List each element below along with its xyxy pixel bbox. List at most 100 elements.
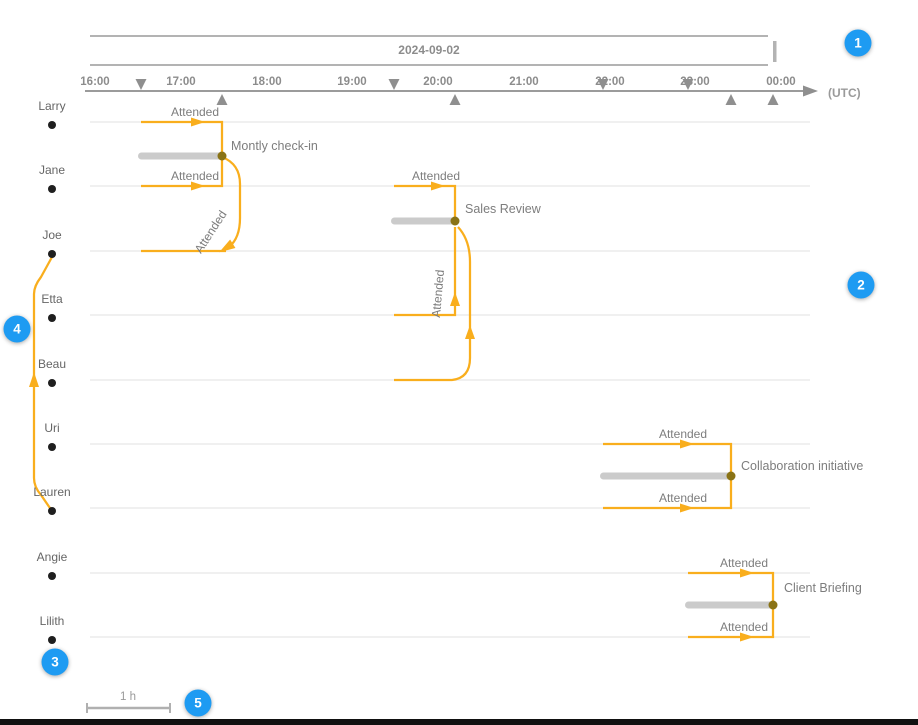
badge-number: 1 — [854, 36, 862, 51]
edge-arrow-right-icon — [191, 181, 205, 191]
event-sales-review: Attended Attended Sales Review — [391, 169, 542, 382]
event-node[interactable] — [768, 600, 778, 610]
attended-label: Attended — [412, 169, 460, 183]
badge-circle — [41, 648, 69, 676]
scale-bar: 1 h — [86, 691, 171, 713]
person-node[interactable] — [48, 636, 56, 644]
edge-arrow-up-icon — [465, 325, 475, 339]
event-client-briefing: Attended Attended Client Briefing — [685, 556, 862, 642]
attended-edge[interactable] — [394, 227, 457, 317]
hour-tick: 18:00 — [252, 76, 281, 88]
hour-tick: 00:00 — [766, 76, 795, 88]
edge-arrow-right-icon — [740, 568, 754, 578]
edge-arrow-right-icon — [431, 181, 445, 191]
event-collaboration-initiative: Attended Attended Collaboration initiati… — [600, 427, 863, 513]
edge-arrow-icon — [219, 239, 236, 253]
person-node[interactable] — [48, 507, 56, 515]
event-end-marker — [216, 94, 228, 105]
person-node[interactable] — [48, 314, 56, 322]
event-start-marker — [388, 79, 400, 90]
badge-circle — [184, 689, 212, 717]
person-node[interactable] — [48, 379, 56, 387]
hour-tick: 20:00 — [423, 76, 452, 88]
person-label: Uri — [44, 421, 59, 435]
event-end-marker — [767, 94, 779, 105]
timezone-label: (UTC) — [828, 86, 861, 100]
event-title: Client Briefing — [784, 581, 862, 595]
badge-number: 3 — [51, 655, 59, 670]
person-label: Lilith — [40, 614, 65, 628]
scale-label: 1 h — [120, 691, 136, 703]
attended-label-rotated: Attended — [429, 269, 447, 318]
date-label: 2024-09-02 — [398, 43, 460, 57]
attended-edge[interactable] — [221, 155, 242, 248]
attended-label: Attended — [171, 105, 219, 119]
event-duration-bar[interactable] — [685, 601, 777, 609]
hour-tick: 21:00 — [509, 76, 538, 88]
person-label: Etta — [41, 292, 63, 306]
event-duration-bar[interactable] — [600, 472, 734, 480]
event-title: Montly check-in — [231, 139, 318, 153]
attended-label: Attended — [171, 169, 219, 183]
person-node[interactable] — [48, 572, 56, 580]
relationship-edge-lauren-joe[interactable] — [29, 256, 53, 512]
person-label: Joe — [42, 228, 62, 242]
event-end-marker — [449, 94, 461, 105]
event-node[interactable] — [450, 216, 460, 226]
annotation-badge-3: 3 — [41, 648, 69, 676]
badge-circle — [844, 29, 872, 57]
event-start-marker — [135, 79, 147, 90]
event-start-marker — [682, 79, 694, 90]
annotation-badges: 1 2 3 4 5 — [3, 29, 875, 717]
edge-arrow-right-icon — [740, 632, 754, 642]
bottom-window-edge-bar — [0, 719, 918, 725]
annotation-badge-2: 2 — [847, 271, 875, 299]
range-handle[interactable] — [773, 41, 777, 62]
attended-label: Attended — [659, 427, 707, 441]
person-node[interactable] — [48, 121, 56, 129]
annotation-badge-1: 1 — [844, 29, 872, 57]
attended-label: Attended — [720, 556, 768, 570]
hour-tick: 19:00 — [337, 76, 366, 88]
badge-circle — [3, 315, 31, 343]
event-node[interactable] — [726, 471, 736, 481]
event-title: Collaboration initiative — [741, 459, 863, 473]
event-title: Sales Review — [465, 202, 542, 216]
edge-arrow-right-icon — [680, 503, 694, 513]
person-node[interactable] — [48, 250, 56, 258]
hour-tick: 16:00 — [80, 76, 109, 88]
person-label: Larry — [38, 99, 65, 113]
annotation-badge-5: 5 — [184, 689, 212, 717]
badge-circle — [847, 271, 875, 299]
person-node[interactable] — [48, 443, 56, 451]
edge-arrow-up-icon — [29, 372, 39, 387]
hour-tick: 17:00 — [166, 76, 195, 88]
event-start-marker — [597, 79, 609, 90]
edge-arrow-right-icon — [680, 439, 694, 449]
person-label: Beau — [38, 357, 66, 371]
badge-number: 4 — [13, 322, 21, 337]
attended-label: Attended — [659, 491, 707, 505]
axis-arrow-icon — [803, 85, 818, 97]
edge-arrow-right-icon — [191, 117, 205, 127]
attended-edge[interactable] — [394, 184, 457, 221]
attended-label: Attended — [720, 620, 768, 634]
edge-arrow-up-icon — [450, 292, 460, 306]
person-label: Jane — [39, 163, 65, 177]
person-node[interactable] — [48, 185, 56, 193]
event-node[interactable] — [217, 151, 227, 161]
badge-number: 5 — [194, 696, 202, 711]
event-duration-bar[interactable] — [138, 152, 225, 160]
badge-number: 2 — [857, 278, 865, 293]
date-range-selector[interactable]: 2024-09-02 — [90, 35, 777, 66]
annotation-badge-4: 4 — [3, 315, 31, 343]
person-label: Angie — [37, 550, 68, 564]
event-montly-check-in: Attended Attended Attended Montly check-… — [138, 105, 318, 256]
person-label: Lauren — [33, 485, 70, 499]
event-end-marker — [725, 94, 737, 105]
time-axis: 16:00 17:00 18:00 19:00 20:00 21:00 22:0… — [80, 76, 861, 105]
attended-edge[interactable] — [394, 226, 472, 382]
event-duration-bar[interactable] — [391, 217, 458, 225]
